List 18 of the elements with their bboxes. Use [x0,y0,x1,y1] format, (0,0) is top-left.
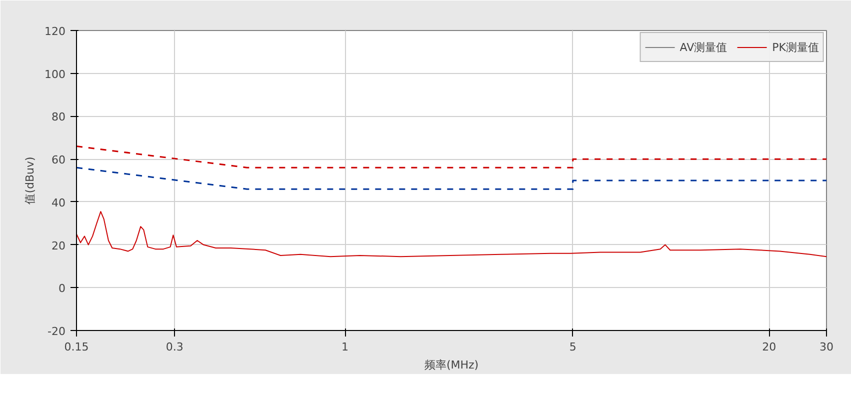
legend-label: AV测量值 [680,40,728,54]
x-axis-title: 频率(MHz) [424,358,479,372]
legend-label: PK测量值 [772,40,819,54]
x-tick-label: 1 [342,340,349,354]
y-tick-label: -20 [48,325,66,338]
x-tick-label: 30 [820,340,834,354]
y-axis-title: 值(dBuv) [24,156,37,204]
y-tick-label: 40 [52,196,66,210]
y-tick-label: 0 [58,282,66,296]
y-tick-label: 120 [44,25,66,38]
x-tick-label: 0.15 [64,340,89,354]
y-tick-label: 80 [52,110,66,124]
y-tick-label: 60 [52,154,66,167]
x-tick-label: 20 [762,340,776,354]
y-tick-label: 100 [44,68,66,81]
x-tick-label: 0.3 [166,340,184,354]
x-tick-label: 5 [569,340,576,354]
y-tick-label: 20 [52,239,66,252]
